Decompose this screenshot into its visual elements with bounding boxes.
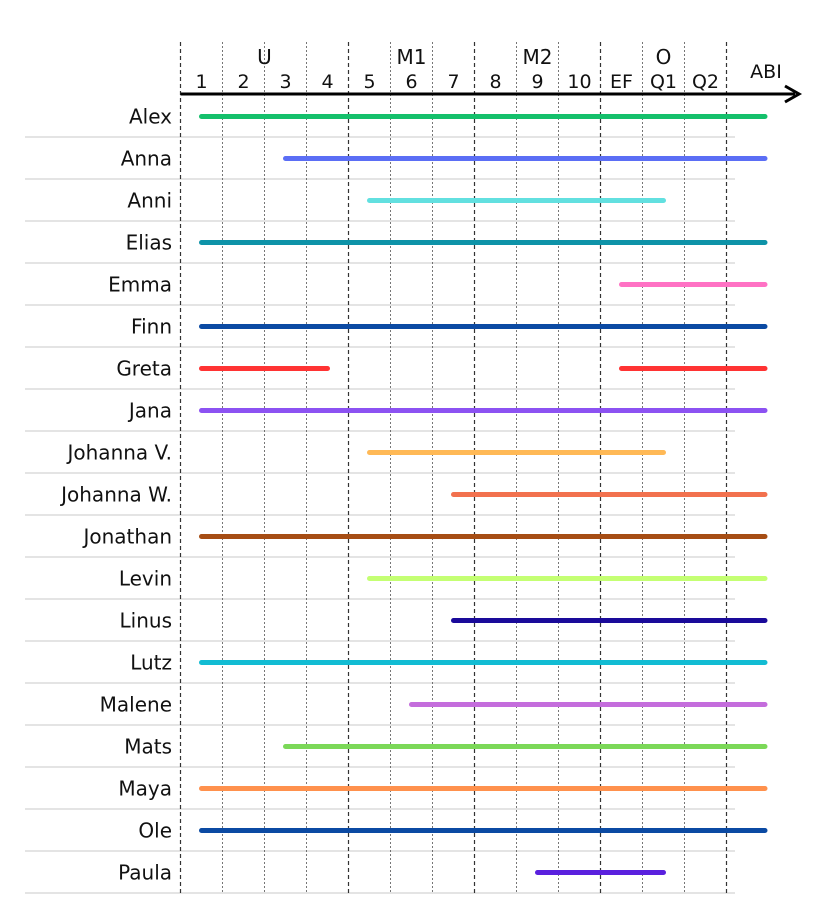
grade-tick-label: EF [610, 71, 633, 93]
grade-tick-label: Q1 [650, 71, 677, 93]
grade-tick-label: 5 [363, 71, 375, 93]
axis-arrow-icon [784, 84, 803, 104]
student-name: Johanna W. [59, 483, 172, 507]
student-name: Ole [138, 819, 172, 843]
grade-tick-label: 9 [531, 71, 543, 93]
student-name: Anni [127, 189, 172, 213]
grade-tick-label: 3 [279, 71, 291, 93]
student-name: Mats [124, 735, 172, 759]
grade-tick-label: 6 [405, 71, 417, 93]
student-name: Emma [108, 273, 172, 297]
student-names: Alex Anna Anni Elias Emma Finn Greta Jana Johann… [59, 105, 172, 885]
group-label: M2 [523, 45, 553, 69]
student-bars [199, 114, 768, 875]
group-label: M1 [397, 45, 427, 69]
grade-tick-label: 4 [321, 71, 333, 93]
student-name: Levin [119, 567, 172, 591]
student-name: Jonathan [81, 525, 172, 549]
grade-tick-label: 1 [195, 71, 207, 93]
row-separators [25, 136, 735, 894]
student-name: Linus [120, 609, 172, 633]
student-name: Malene [100, 693, 172, 717]
group-labels: U M1 M2 O [257, 45, 671, 69]
grade-tick-label: 2 [237, 71, 249, 93]
student-name: Finn [131, 315, 172, 339]
grid-lines [179, 42, 728, 893]
student-name: Anna [121, 147, 172, 171]
end-label: ABI [750, 61, 782, 83]
student-name: Greta [116, 357, 172, 381]
grade-tick-label: 10 [567, 71, 591, 93]
grade-tick-labels: 1 2 3 4 5 6 7 8 9 10 EF Q1 Q2 ABI [195, 61, 781, 93]
student-name: Maya [118, 777, 172, 801]
student-name: Alex [129, 105, 172, 129]
group-label: U [257, 45, 272, 69]
grade-tick-label: Q2 [692, 71, 719, 93]
student-name: Jana [127, 399, 172, 423]
student-name: Lutz [130, 651, 172, 675]
student-name: Elias [126, 231, 172, 255]
grade-tick-label: 8 [489, 71, 501, 93]
student-name: Johanna V. [66, 441, 173, 465]
x-axis [180, 84, 803, 104]
group-label: O [656, 45, 672, 69]
student-name: Paula [118, 861, 172, 885]
grade-tick-label: 7 [447, 71, 459, 93]
